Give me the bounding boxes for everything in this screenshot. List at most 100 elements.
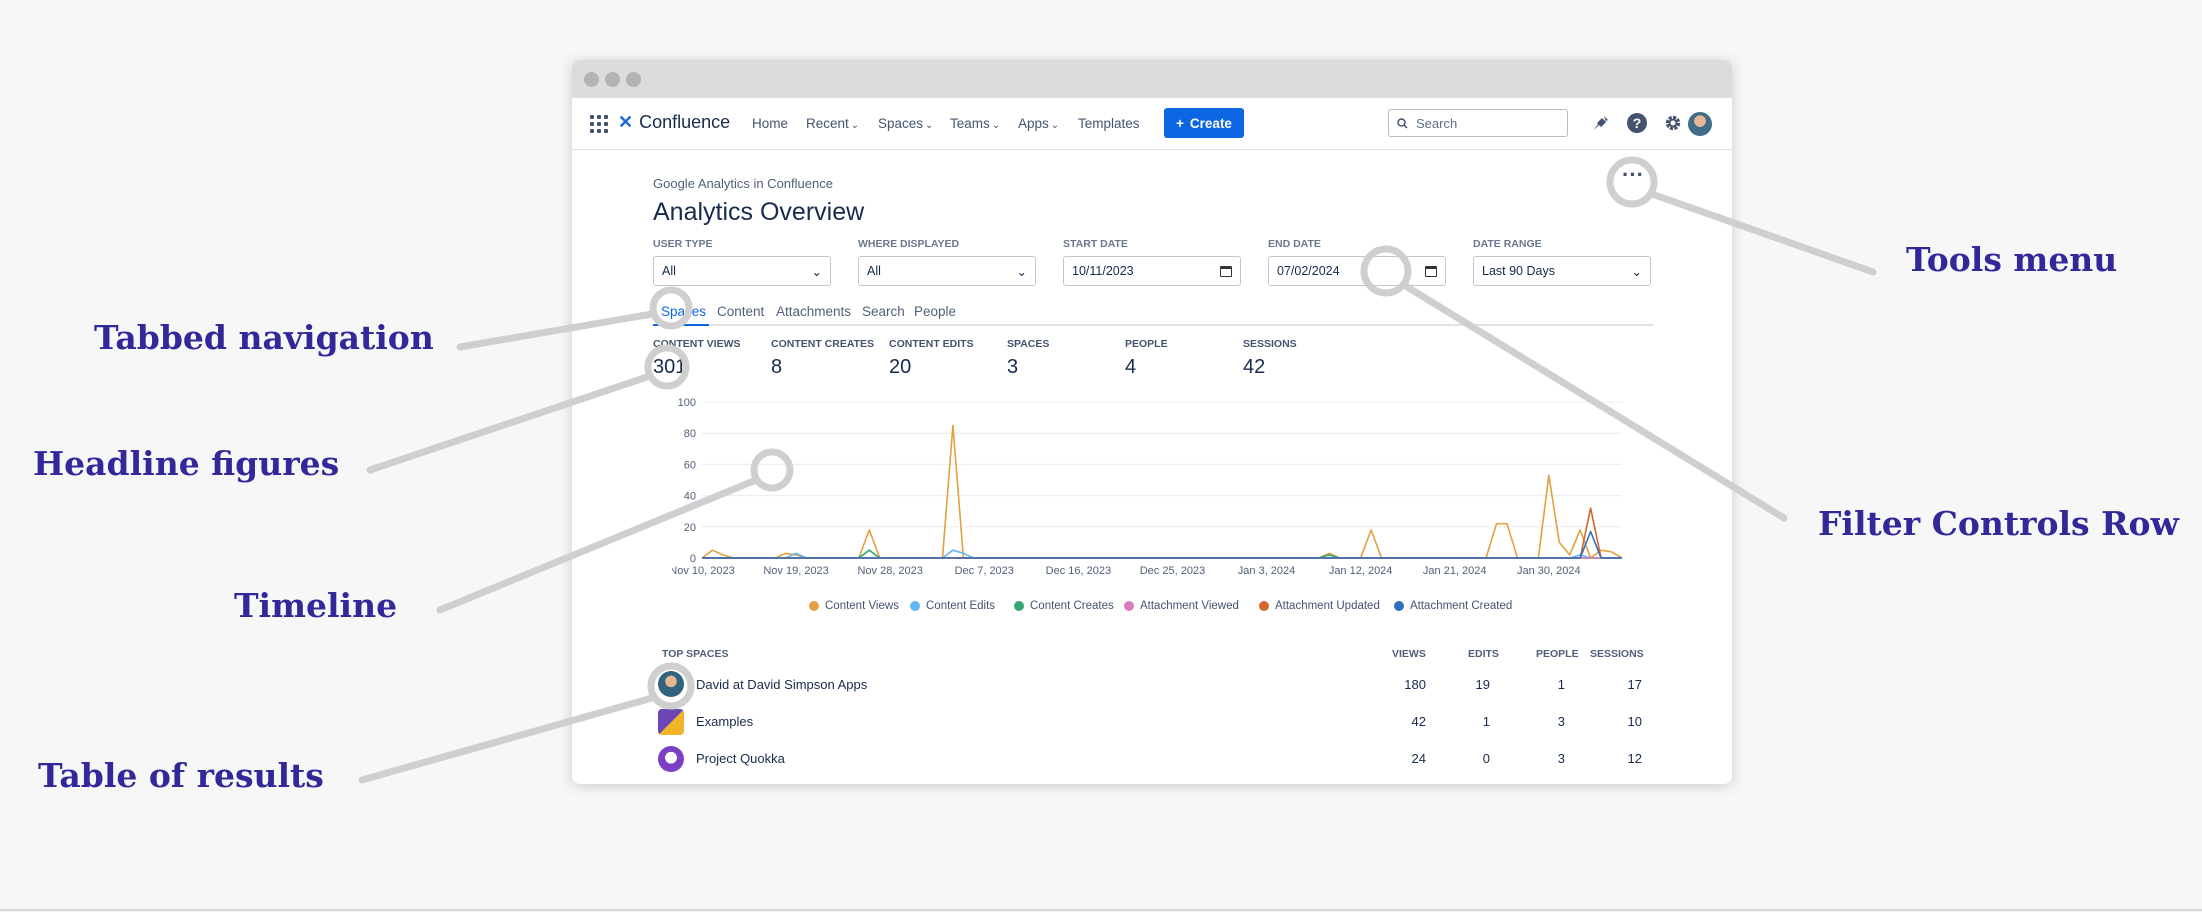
sessions-cell: 17 — [1627, 677, 1642, 692]
metric-label-content-views: CONTENT VIEWS — [653, 338, 741, 350]
space-avatar — [658, 746, 684, 772]
legend-swatch — [1124, 601, 1134, 611]
legend-swatch — [1014, 601, 1024, 611]
legend-item-content-edits[interactable]: Content Edits — [910, 600, 995, 612]
views-cell: 24 — [1411, 751, 1426, 766]
confluence-logo[interactable]: ✕ Confluence — [618, 112, 730, 133]
metric-label-people: PEOPLE — [1125, 338, 1168, 350]
x-tick-label: Jan 12, 2024 — [1329, 565, 1393, 577]
app-switcher-icon[interactable] — [590, 115, 608, 133]
legend-label: Attachment Viewed — [1140, 600, 1239, 612]
x-tick-label: Jan 21, 2024 — [1423, 565, 1487, 577]
y-tick-label: 60 — [684, 459, 696, 471]
settings-gear-icon[interactable] — [1662, 112, 1684, 134]
legend-label: Content Creates — [1030, 600, 1114, 612]
create-button[interactable]: + Create — [1164, 108, 1244, 138]
user-avatar[interactable] — [1688, 112, 1712, 136]
window-close-dot[interactable] — [584, 72, 599, 87]
legend-label: Content Views — [825, 600, 899, 612]
metric-label-sessions: SESSIONS — [1243, 338, 1297, 350]
plus-icon: + — [1176, 115, 1184, 131]
chevron-down-icon: ⌄ — [1050, 120, 1060, 131]
tab-people[interactable]: People — [914, 304, 957, 319]
start-date-input[interactable]: 10/11/2023 — [1063, 256, 1241, 286]
y-tick-label: 80 — [684, 428, 696, 440]
legend-item-attachment-updated[interactable]: Attachment Updated — [1259, 600, 1380, 612]
edits-cell: 0 — [1482, 751, 1490, 766]
legend-swatch — [809, 601, 819, 611]
x-tick-label: Jan 30, 2024 — [1517, 565, 1581, 577]
legend-item-attachment-viewed[interactable]: Attachment Viewed — [1124, 600, 1239, 612]
edits-cell: 1 — [1482, 714, 1490, 729]
window-zoom-dot[interactable] — [626, 72, 641, 87]
nav-templates[interactable]: Templates — [1078, 116, 1140, 131]
browser-window: ✕ Confluence Home Recent ⌄ Spaces ⌄ Teams ⌄… — [572, 60, 1732, 784]
tab-attachments[interactable]: Attachments — [776, 304, 852, 319]
edits-cell: 19 — [1475, 677, 1490, 692]
x-tick-label: Nov 19, 2023 — [763, 565, 828, 577]
tab-spaces[interactable]: Spaces — [661, 304, 707, 319]
window-titlebar — [572, 60, 1732, 98]
legend-item-attachment-created[interactable]: Attachment Created — [1394, 600, 1512, 612]
metric-value-sessions: 42 — [1243, 356, 1266, 378]
x-tick-label: Nov 10, 2023 — [672, 565, 735, 577]
people-cell: 3 — [1557, 714, 1565, 729]
chevron-down-icon: ⌄ — [925, 120, 934, 131]
top-navigation: ✕ Confluence Home Recent ⌄ Spaces ⌄ Teams ⌄… — [572, 98, 1732, 150]
space-name[interactable]: Project Quokka — [696, 751, 785, 766]
space-avatar — [658, 671, 684, 697]
space-avatar — [658, 709, 684, 735]
tab-bar: Spaces Content Attachments Search People — [653, 300, 1653, 326]
page-title: Analytics Overview — [653, 198, 865, 226]
end-date-input[interactable]: 07/02/2024 — [1268, 256, 1446, 286]
search-icon — [1397, 117, 1408, 129]
column-header-edits: EDITS — [1468, 648, 1499, 660]
help-icon[interactable]: ? — [1627, 113, 1647, 133]
breadcrumb[interactable]: Google Analytics in Confluence — [653, 176, 833, 191]
filter-label-start-date: START DATE — [1063, 238, 1128, 250]
space-name[interactable]: David at David Simpson Apps — [696, 677, 868, 692]
tab-content[interactable]: Content — [717, 304, 765, 319]
views-cell: 180 — [1404, 677, 1426, 692]
nav-apps[interactable]: Apps ⌄ — [1018, 116, 1060, 131]
calendar-icon[interactable] — [1220, 265, 1232, 277]
people-cell: 1 — [1557, 677, 1565, 692]
callout-table-of-results: Table of results — [38, 756, 324, 795]
callout-headline-figures: Headline figures — [33, 444, 340, 483]
chevron-down-icon: ⌄ — [850, 120, 860, 131]
user-type-select[interactable]: All ⌄ — [653, 256, 831, 286]
filter-label-where-displayed: WHERE DISPLAYED — [858, 238, 960, 250]
calendar-icon[interactable] — [1425, 265, 1437, 277]
tab-search[interactable]: Search — [862, 304, 905, 319]
metric-value-spaces: 3 — [1007, 356, 1019, 378]
legend-swatch — [910, 601, 920, 611]
more-options-icon[interactable]: ··· — [1622, 162, 1644, 187]
legend-label: Content Edits — [926, 600, 996, 612]
callout-tools-menu: Tools menu — [1906, 240, 2118, 279]
nav-teams[interactable]: Teams ⌄ — [950, 116, 1001, 131]
legend-item-content-views[interactable]: Content Views — [809, 600, 899, 612]
nav-spaces[interactable]: Spaces ⌄ — [878, 116, 934, 131]
date-range-select[interactable]: Last 90 Days ⌄ — [1473, 256, 1651, 286]
callout-timeline: Timeline — [234, 586, 398, 625]
sessions-cell: 12 — [1627, 751, 1642, 766]
people-cell: 3 — [1557, 751, 1565, 766]
chevron-down-icon: ⌄ — [1631, 264, 1642, 279]
confluence-logo-icon: ✕ — [618, 112, 634, 132]
window-minimize-dot[interactable] — [605, 72, 620, 87]
notifications-icon[interactable] — [1590, 112, 1612, 134]
brand-name: Confluence — [639, 112, 731, 132]
filter-label-end-date: END DATE — [1268, 238, 1321, 250]
nav-recent[interactable]: Recent ⌄ — [806, 116, 860, 131]
legend-label: Attachment Created — [1410, 600, 1513, 612]
y-tick-label: 100 — [678, 397, 696, 409]
nav-home[interactable]: Home — [752, 116, 789, 131]
chevron-down-icon: ⌄ — [1016, 264, 1027, 279]
legend-item-content-creates[interactable]: Content Creates — [1014, 600, 1114, 612]
column-header-views: VIEWS — [1392, 648, 1426, 660]
y-tick-label: 20 — [684, 522, 696, 534]
where-displayed-select[interactable]: All ⌄ — [858, 256, 1036, 286]
chevron-down-icon: ⌄ — [991, 120, 1001, 131]
space-name[interactable]: Examples — [696, 714, 754, 729]
search-input[interactable]: Search — [1388, 109, 1568, 137]
